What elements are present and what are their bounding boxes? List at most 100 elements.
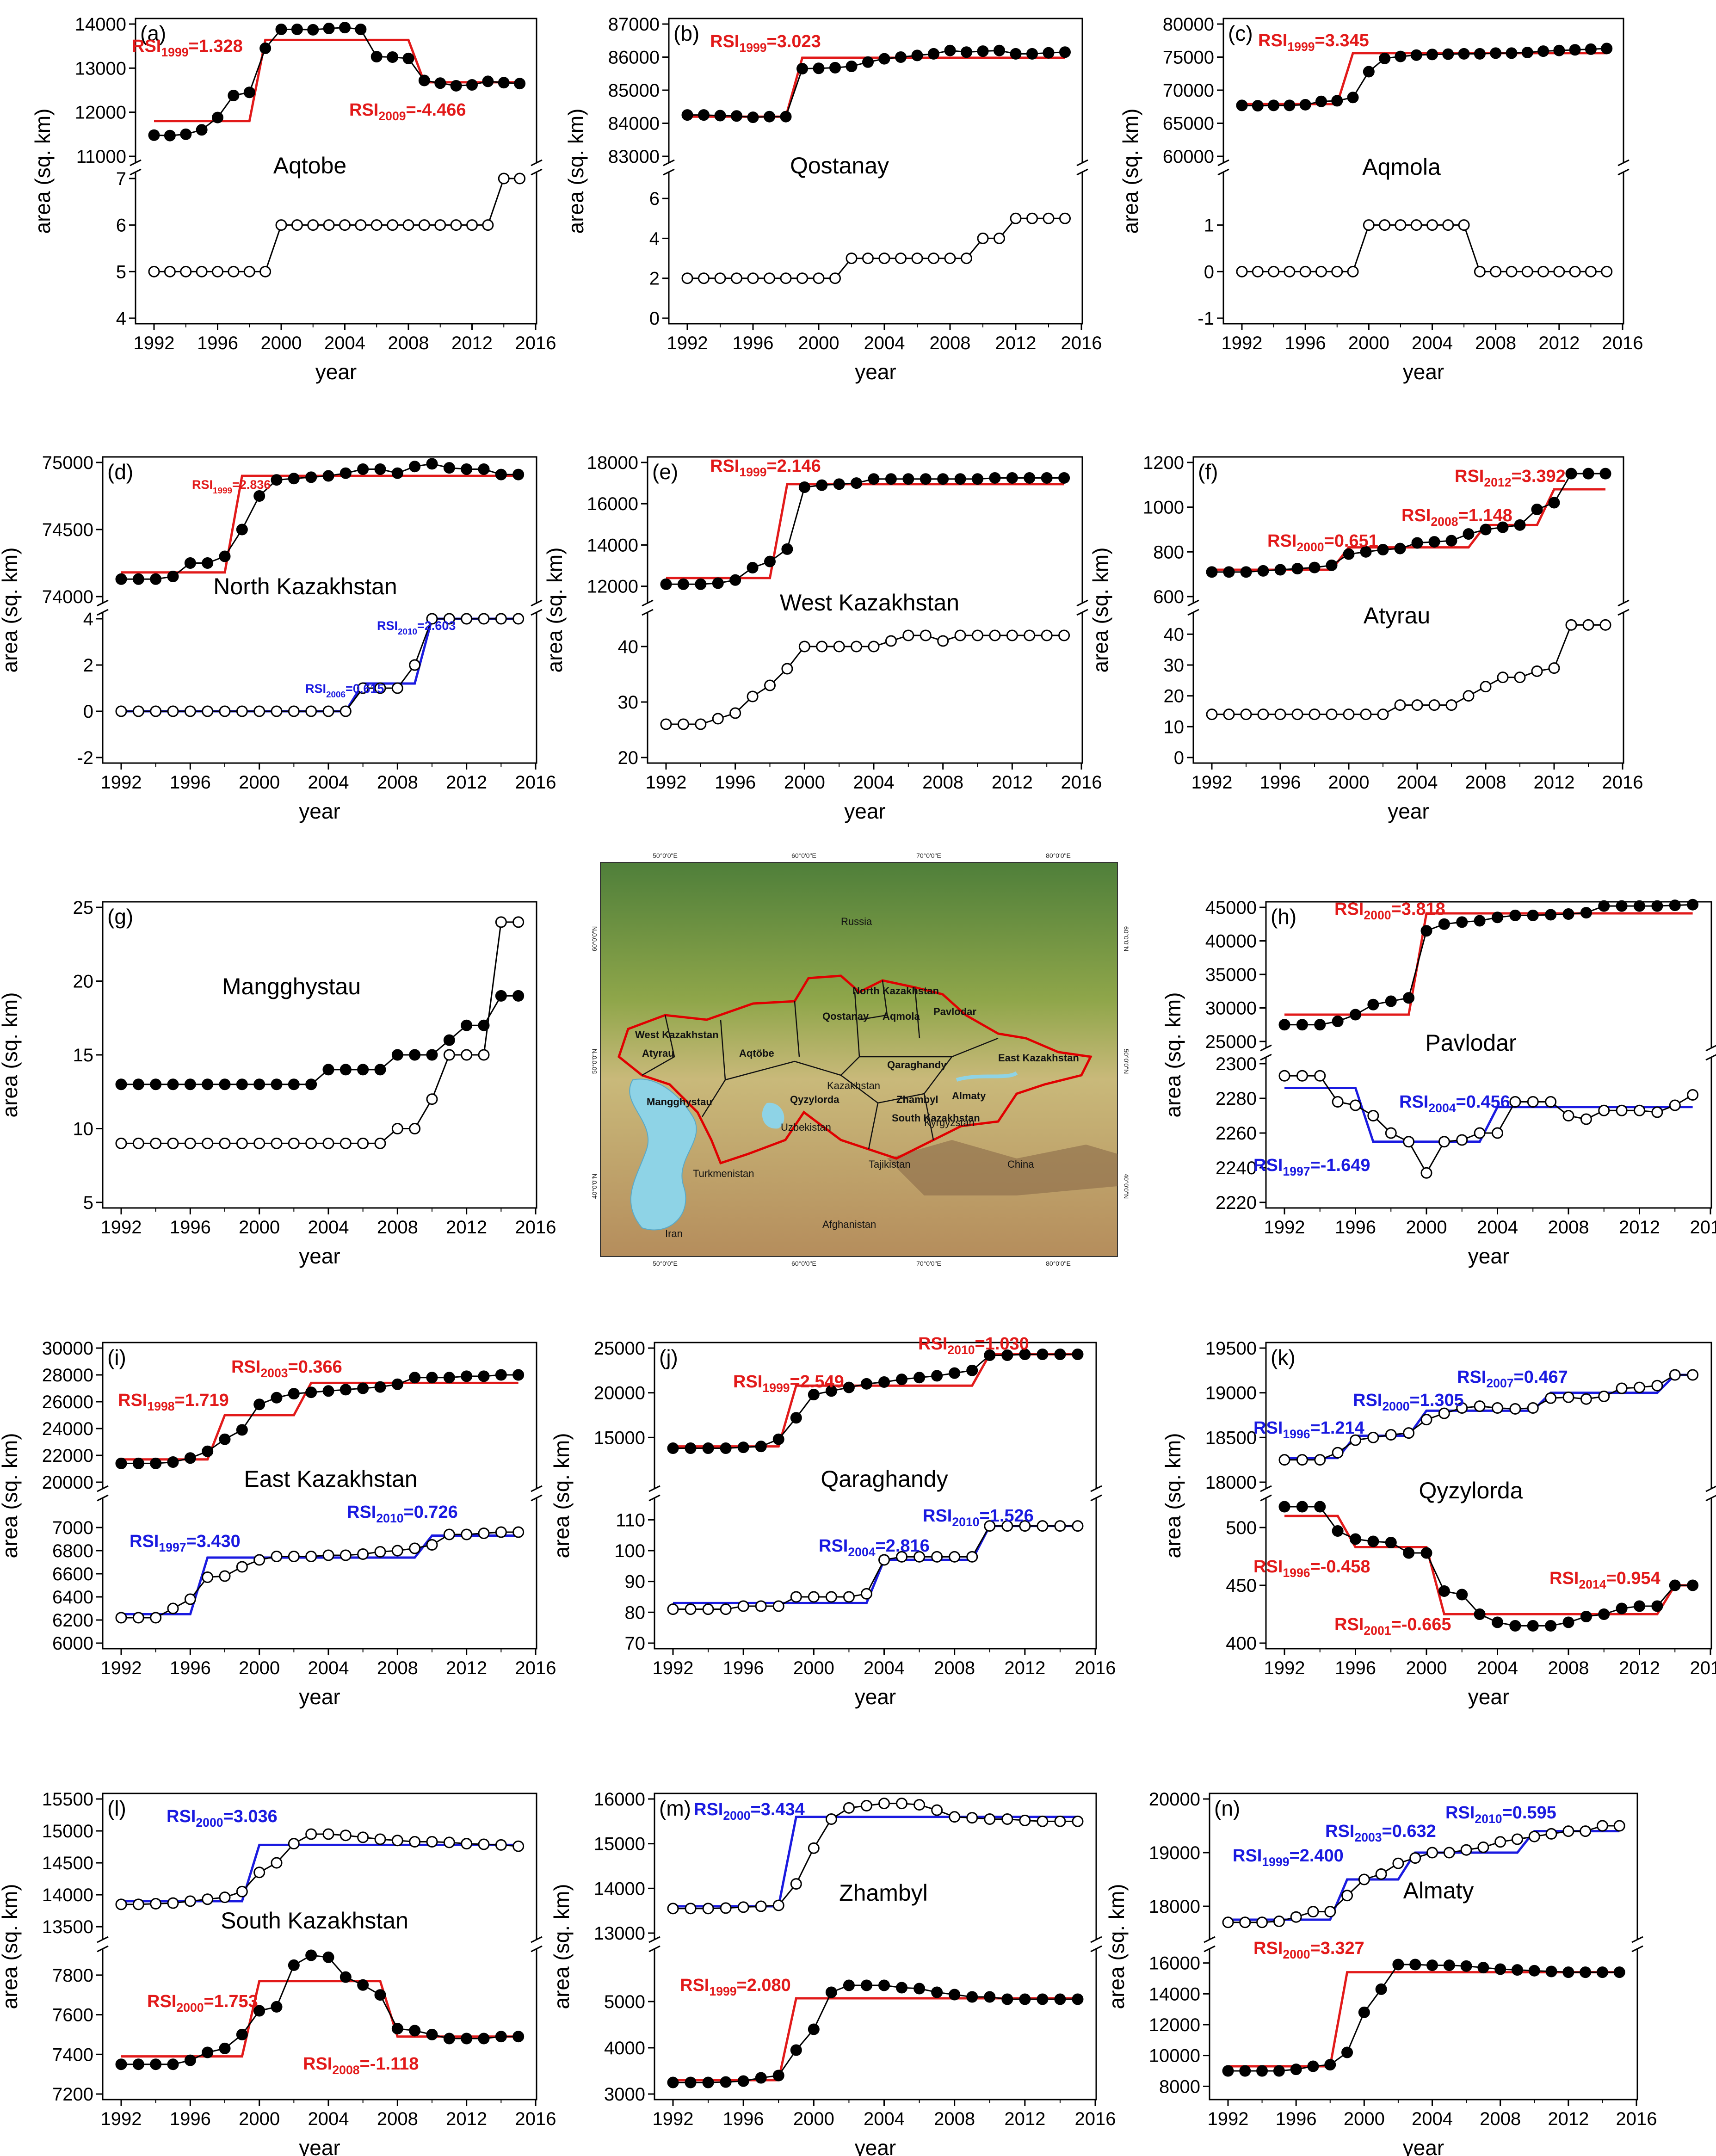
panel-label: (n) bbox=[1214, 1796, 1240, 1820]
data-point bbox=[1445, 699, 1457, 711]
axis-break-mark bbox=[531, 1936, 543, 1943]
data-point bbox=[868, 641, 880, 653]
data-point bbox=[1347, 265, 1359, 277]
series-line bbox=[121, 618, 519, 712]
data-point bbox=[1562, 1110, 1574, 1121]
data-point bbox=[1394, 699, 1406, 711]
y-tick-label: 2240 bbox=[1216, 1158, 1257, 1178]
y-tick-label: 40 bbox=[1164, 624, 1185, 645]
y-tick-label: 26000 bbox=[42, 1392, 93, 1412]
data-point bbox=[443, 2033, 455, 2045]
map-country-label: Kyrgyzstan bbox=[924, 1117, 975, 1128]
series-line bbox=[666, 634, 1064, 725]
plot-frame bbox=[102, 456, 537, 764]
data-point bbox=[1240, 566, 1252, 578]
data-point bbox=[1019, 1520, 1031, 1532]
data-point bbox=[702, 2076, 714, 2088]
data-point bbox=[677, 578, 689, 590]
rsi-label: RSI1996=1.214 bbox=[1253, 1418, 1364, 1441]
data-point bbox=[825, 1385, 837, 1397]
data-point bbox=[288, 473, 300, 485]
chart-panel-b: 1992 1996 2000 2004 2008 2012 2016 year area (sq… bbox=[564, 14, 1102, 384]
data-point bbox=[851, 477, 863, 489]
y-tick-label: 14000 bbox=[42, 1885, 93, 1905]
axis-break-mark bbox=[1705, 1054, 1716, 1061]
data-point bbox=[1426, 49, 1438, 61]
data-point bbox=[714, 110, 726, 122]
data-point bbox=[271, 1078, 283, 1090]
axis-break-gap bbox=[652, 1940, 657, 1949]
data-point bbox=[236, 2028, 248, 2040]
axis-break-gap bbox=[652, 1489, 657, 1498]
axis-break-mark bbox=[531, 1494, 543, 1502]
axis-break-gap bbox=[1709, 1048, 1714, 1057]
data-point bbox=[443, 1528, 455, 1540]
x-tick-label: 1992 bbox=[1264, 1217, 1305, 1238]
data-point bbox=[1634, 900, 1645, 912]
data-point bbox=[478, 613, 490, 625]
data-point bbox=[1054, 1815, 1066, 1827]
data-point bbox=[1506, 265, 1518, 277]
data-point bbox=[1497, 671, 1509, 684]
data-point bbox=[1411, 537, 1423, 549]
chart-panel-h: 1992 1996 2000 2004 2008 2012 2016 year area (sq… bbox=[1161, 898, 1716, 1268]
data-point bbox=[1443, 1847, 1455, 1859]
data-point bbox=[1001, 1349, 1013, 1361]
data-point bbox=[1307, 1906, 1319, 1918]
data-point bbox=[878, 1554, 890, 1566]
x-tick-label: 1996 bbox=[1285, 333, 1326, 353]
x-tick-label: 1992 bbox=[101, 2109, 142, 2129]
data-point bbox=[132, 1457, 144, 1469]
data-point bbox=[1634, 1104, 1645, 1116]
rsi-step-line bbox=[673, 1353, 1078, 1448]
data-point bbox=[1054, 1520, 1066, 1532]
y-tick-label: 7400 bbox=[52, 2045, 93, 2065]
plot-frame bbox=[102, 1793, 537, 2101]
x-axis-label: year bbox=[299, 1244, 340, 1268]
mountain-range bbox=[887, 1140, 1117, 1195]
data-point bbox=[1599, 468, 1611, 480]
data-point bbox=[1236, 265, 1248, 277]
rsi-label: RSI1997=-1.649 bbox=[1253, 1156, 1370, 1178]
rsi-label: RSI1999=2.836 bbox=[192, 478, 271, 496]
data-point bbox=[944, 44, 956, 56]
data-point bbox=[202, 1445, 214, 1457]
data-point bbox=[1054, 1993, 1066, 2005]
data-point bbox=[949, 1551, 961, 1563]
data-point bbox=[1252, 100, 1264, 112]
data-point bbox=[339, 467, 352, 479]
x-axis-label: year bbox=[1403, 2136, 1444, 2156]
data-point bbox=[495, 1839, 507, 1851]
data-point bbox=[482, 75, 494, 87]
data-point bbox=[391, 1835, 403, 1847]
y-tick-label: 19000 bbox=[1149, 1843, 1200, 1863]
x-tick-label: 2000 bbox=[784, 772, 825, 793]
data-point bbox=[1528, 1830, 1540, 1842]
map-region-label: Zhambyl bbox=[896, 1094, 938, 1105]
data-point bbox=[1480, 681, 1492, 693]
map-coord-top: 60°0'0"E bbox=[791, 852, 816, 859]
data-point bbox=[1206, 566, 1218, 578]
axis-break-mark bbox=[1204, 1945, 1216, 1953]
data-point bbox=[764, 111, 775, 123]
x-tick-label: 2000 bbox=[261, 333, 302, 353]
data-point bbox=[1395, 50, 1407, 62]
data-point bbox=[860, 1800, 872, 1811]
data-point bbox=[1392, 1959, 1404, 1971]
data-point bbox=[972, 629, 983, 641]
data-point bbox=[202, 557, 214, 569]
axis-break-mark bbox=[1217, 159, 1229, 166]
data-point bbox=[902, 629, 914, 641]
axis-break-mark bbox=[663, 159, 675, 166]
data-point bbox=[1460, 1960, 1472, 1972]
rsi-label: RSI1999=2.549 bbox=[733, 1372, 844, 1395]
x-tick-label: 2000 bbox=[1344, 2109, 1385, 2129]
x-tick-label: 2016 bbox=[1616, 2109, 1657, 2129]
y-tick-label: 85000 bbox=[608, 80, 660, 101]
data-point bbox=[167, 1897, 179, 1909]
data-point bbox=[1377, 544, 1389, 555]
data-point bbox=[1274, 564, 1286, 576]
data-point bbox=[1256, 2065, 1268, 2077]
y-tick-label: 30000 bbox=[1205, 998, 1257, 1019]
data-point bbox=[731, 110, 742, 122]
